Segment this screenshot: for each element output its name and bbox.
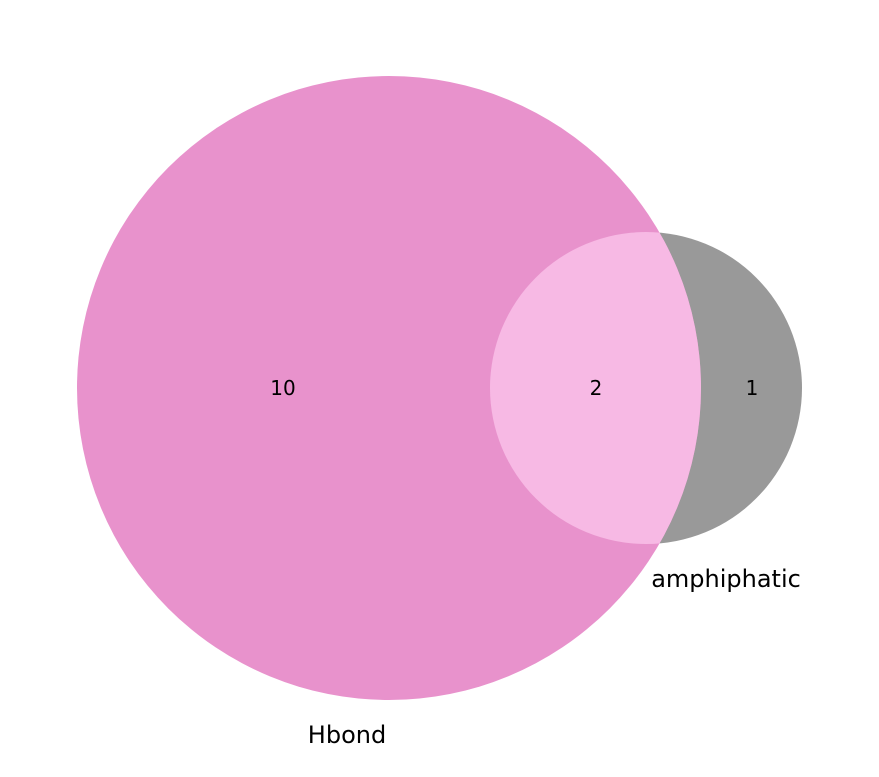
- intersection-region: [490, 232, 701, 544]
- hbond-circle: [77, 76, 701, 700]
- hbond-only-count: 10: [270, 376, 295, 400]
- amphiphatic-set-label: amphiphatic: [651, 565, 801, 593]
- hbond-set-label: Hbond: [308, 721, 386, 749]
- intersection-count: 2: [590, 376, 603, 400]
- amphiphatic-only-count: 1: [746, 376, 759, 400]
